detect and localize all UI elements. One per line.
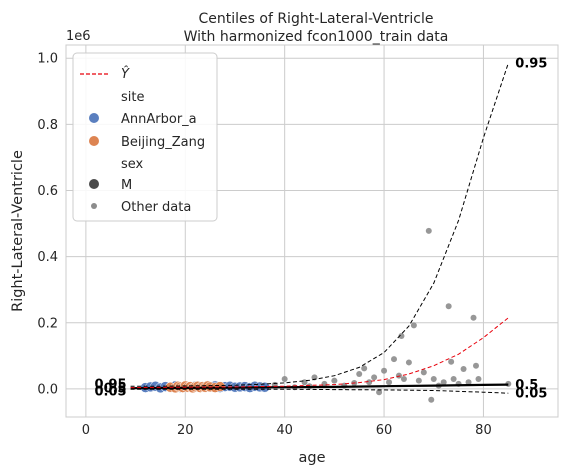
y-offset-label: 1e6: [66, 29, 91, 44]
y-axis-label: Right-Lateral-Ventricle: [10, 150, 26, 312]
other-data-point: [366, 379, 373, 386]
centile-line-05: [130, 383, 509, 390]
other-data-point: [400, 375, 407, 382]
other-data-point: [428, 396, 435, 403]
other-data-point: [445, 303, 452, 310]
centile-line-: [130, 317, 509, 389]
tick-labels: 0 20 40 60 80 0.0 0.2 0.4 0.6 0.8 1.0: [37, 52, 491, 438]
legend-other-marker: [91, 203, 97, 209]
other-data-point: [465, 379, 472, 386]
y-tick-label: 0.0: [37, 382, 58, 397]
centile-label-right: 0.05: [515, 387, 547, 402]
chart-title: Centiles of Right-Lateral-Ventricle: [199, 11, 434, 27]
other-data-point: [460, 366, 467, 373]
legend-male-marker: [89, 179, 99, 189]
other-data-point: [395, 372, 402, 379]
centile-label-right: 0.5: [515, 378, 538, 393]
x-tick-label: 20: [177, 423, 194, 438]
x-tick-label: 60: [376, 423, 393, 438]
legend-male-label: M: [121, 178, 132, 193]
centile-label-left: 0.05: [95, 385, 127, 400]
other-data-point: [415, 377, 422, 384]
y-tick-label: 1.0: [37, 52, 58, 67]
other-data-point: [398, 332, 405, 339]
chart-subtitle: With harmonized fcon1000_train data: [184, 29, 449, 45]
legend-beijing-label: Beijing_Zang: [121, 135, 205, 150]
other-data-point: [281, 375, 288, 382]
other-data-point: [470, 314, 477, 321]
other-data-point: [356, 371, 363, 378]
legend-site-heading: site: [121, 90, 144, 105]
legend-sex-heading: sex: [121, 157, 144, 172]
legend-other-label: Other data: [121, 200, 191, 215]
centile-label-right: 0.95: [515, 57, 547, 72]
legend-annarbor-marker: [89, 113, 99, 123]
x-tick-label: 40: [276, 423, 293, 438]
other-data-point: [473, 362, 479, 369]
legend-yhat-label: Ŷ: [121, 66, 130, 82]
other-data-point: [386, 379, 393, 386]
other-data-point: [331, 377, 338, 384]
centile-lines: [130, 63, 509, 394]
other-data-point: [391, 356, 397, 363]
other-data-point: [475, 375, 482, 382]
other-data-point: [450, 375, 457, 382]
x-axis-label: age: [298, 450, 325, 466]
legend-box: [72, 52, 218, 222]
y-tick-label: 0.4: [37, 250, 58, 265]
other-data-point: [440, 379, 447, 386]
other-data-point: [430, 375, 437, 382]
centile-labels: 0.950.50.050.050.50.95: [95, 57, 548, 402]
legend-annarbor-label: AnnArbor_a: [121, 112, 197, 127]
other-data-point: [405, 359, 412, 366]
x-tick-label: 0: [82, 423, 90, 438]
other-data-point: [381, 367, 388, 374]
other-data-point: [420, 369, 427, 376]
other-data-point: [376, 389, 383, 396]
other-data-point: [410, 322, 417, 329]
y-tick-label: 0.6: [37, 184, 58, 199]
other-data-point: [448, 358, 455, 365]
centile-line-005: [130, 388, 509, 394]
other-data-point: [361, 365, 368, 372]
legend: Ŷ site AnnArbor_a Beijing_Zang sex M Oth…: [72, 52, 218, 222]
centile-label-left: 0.95: [95, 378, 127, 393]
other-data-point: [371, 374, 378, 381]
other-data-point: [425, 227, 432, 234]
y-tick-label: 0.8: [37, 118, 58, 133]
y-tick-label: 0.2: [37, 316, 58, 331]
centile-label-left: 0.5: [104, 382, 127, 397]
x-tick-label: 80: [475, 423, 492, 438]
legend-beijing-marker: [89, 136, 99, 146]
centile-line-095: [130, 63, 509, 387]
